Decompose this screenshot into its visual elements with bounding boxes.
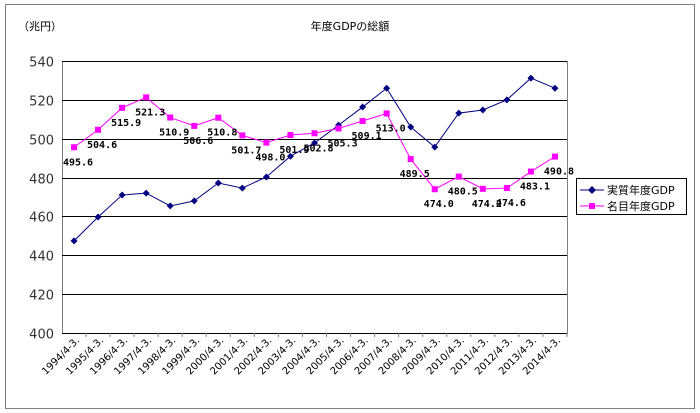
data-point-nominal bbox=[311, 130, 318, 137]
legend-nominal-label: 名目年度GDP bbox=[607, 199, 675, 213]
legend-real-label: 実質年度GDP bbox=[607, 183, 675, 197]
data-label: 489.5 bbox=[400, 169, 430, 180]
data-point-real bbox=[383, 84, 391, 92]
y-axis-unit: （兆円） bbox=[18, 20, 62, 33]
data-label: 474.6 bbox=[496, 198, 526, 209]
data-label: 501.9 bbox=[279, 145, 309, 156]
data-point-nominal bbox=[455, 173, 462, 180]
legend-square-icon bbox=[589, 203, 595, 209]
data-point-nominal bbox=[287, 132, 294, 139]
data-point-nominal bbox=[95, 126, 102, 133]
data-point-nominal bbox=[143, 94, 150, 101]
data-label: 474.2 bbox=[472, 199, 502, 210]
data-point-real bbox=[359, 103, 367, 111]
data-point-nominal bbox=[527, 168, 534, 175]
data-label: 515.9 bbox=[111, 118, 141, 129]
legend-diamond-icon bbox=[588, 186, 596, 194]
data-point-real bbox=[166, 202, 174, 210]
chart-title: 年度GDPの総額 bbox=[311, 19, 390, 33]
data-point-nominal bbox=[503, 185, 510, 192]
data-point-real bbox=[286, 152, 294, 160]
data-label: 521.3 bbox=[135, 107, 165, 118]
data-point-real bbox=[190, 197, 198, 205]
data-label: 490.8 bbox=[544, 167, 574, 178]
y-tick-label: 540 bbox=[29, 56, 54, 71]
data-point-real bbox=[142, 189, 150, 197]
y-tick-label: 480 bbox=[29, 173, 54, 188]
data-point-nominal bbox=[239, 132, 246, 139]
data-point-nominal bbox=[551, 153, 558, 160]
data-point-nominal bbox=[71, 144, 78, 151]
data-point-real bbox=[407, 123, 415, 131]
data-label: 510.8 bbox=[207, 128, 237, 139]
data-label: 509.1 bbox=[352, 131, 382, 142]
data-point-nominal bbox=[479, 185, 486, 192]
plot-area bbox=[62, 61, 568, 334]
data-label: 504.6 bbox=[87, 140, 117, 151]
y-tick-label: 520 bbox=[29, 95, 54, 110]
data-point-real bbox=[479, 106, 487, 114]
data-point-real bbox=[214, 179, 222, 187]
data-point-nominal bbox=[191, 122, 198, 129]
data-point-nominal bbox=[215, 114, 222, 121]
data-label: 474.0 bbox=[424, 199, 454, 210]
data-point-real bbox=[262, 173, 270, 181]
data-point-real bbox=[238, 184, 246, 192]
data-point-nominal bbox=[119, 104, 126, 111]
data-label: 495.6 bbox=[63, 157, 93, 168]
data-label: 483.1 bbox=[520, 182, 550, 193]
data-point-nominal bbox=[359, 118, 366, 125]
data-label: 501.7 bbox=[231, 145, 261, 156]
data-label: 502.8 bbox=[303, 143, 333, 154]
data-point-real bbox=[118, 191, 126, 199]
data-label: 506.6 bbox=[183, 136, 213, 147]
data-label: 510.9 bbox=[159, 128, 189, 139]
y-tick-label: 420 bbox=[29, 289, 54, 304]
data-point-nominal bbox=[383, 110, 390, 117]
y-tick-label: 460 bbox=[29, 211, 54, 226]
data-point-real bbox=[431, 143, 439, 151]
y-tick-label: 440 bbox=[29, 250, 54, 265]
legend: 実質年度GDP 名目年度GDP bbox=[576, 178, 687, 215]
data-point-real bbox=[503, 96, 511, 104]
data-point-nominal bbox=[335, 125, 342, 132]
data-point-real bbox=[70, 237, 78, 245]
data-label: 498.0 bbox=[255, 153, 285, 164]
data-point-real bbox=[527, 74, 535, 82]
y-tick-label: 400 bbox=[29, 328, 54, 343]
data-point-nominal bbox=[431, 186, 438, 193]
data-point-nominal bbox=[167, 114, 174, 121]
y-tick-label: 500 bbox=[29, 134, 54, 149]
data-label: 513.0 bbox=[376, 123, 406, 134]
data-label: 505.3 bbox=[327, 138, 357, 149]
data-point-real bbox=[455, 109, 463, 117]
data-point-real bbox=[551, 84, 559, 92]
data-label: 480.5 bbox=[448, 187, 478, 198]
data-point-real bbox=[94, 213, 102, 221]
data-point-nominal bbox=[263, 139, 270, 146]
data-point-nominal bbox=[407, 156, 414, 163]
data-point-real bbox=[311, 139, 318, 147]
